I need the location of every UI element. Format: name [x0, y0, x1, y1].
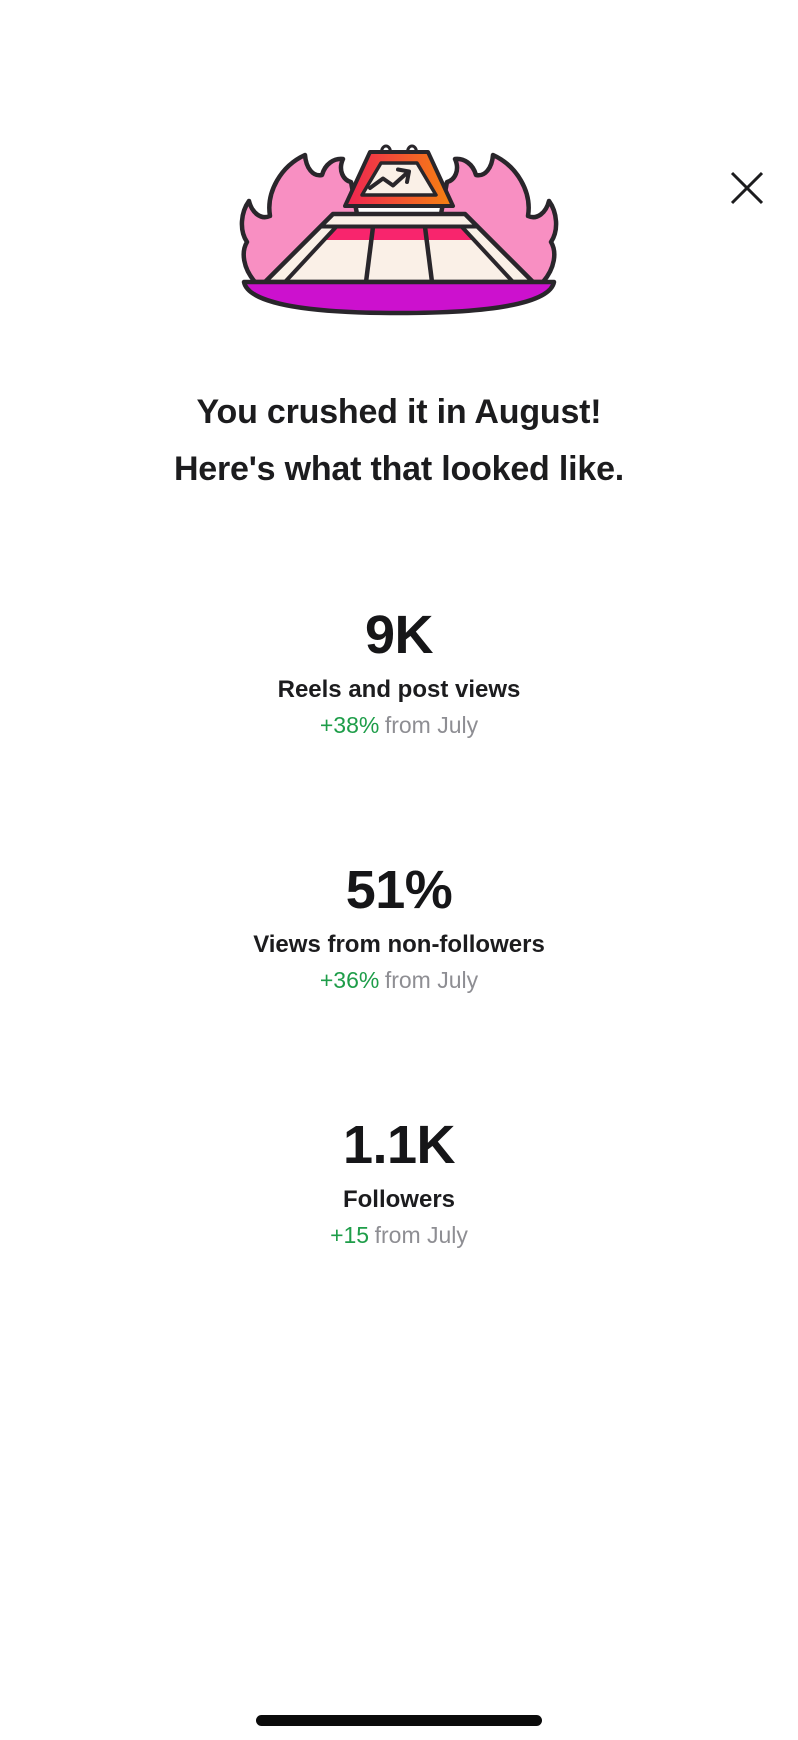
stat-delta: +36% from July: [0, 966, 798, 994]
stat-value: 51%: [345, 860, 453, 920]
stat-delta-suffix: from July: [374, 1222, 468, 1248]
stat-delta: +38% from July: [0, 711, 798, 739]
page-title-line1: You crushed it in August!: [196, 393, 602, 431]
stat-label: Views from non-followers: [253, 931, 545, 958]
stat-delta-value: +38%: [319, 712, 380, 738]
calendar-icon: [343, 144, 455, 208]
stat-delta-value: +15: [330, 1222, 370, 1248]
close-icon: [728, 169, 766, 207]
trend-arrow-icon: [368, 167, 411, 190]
stat-delta-value: +36%: [319, 967, 380, 993]
stat-delta-suffix: from July: [384, 967, 479, 993]
stat-value: 1.1K: [342, 1115, 456, 1175]
stat-group-followers: 1.1K Followers +15 from July: [0, 1115, 798, 1249]
stat-group-views: 9K Reels and post views +38% from July: [0, 605, 798, 739]
flaming-cake-illustration: [239, 140, 559, 316]
page-title-line2: Here's what that looked like.: [173, 450, 625, 488]
page-title: You crushed it in August! Here's what th…: [0, 384, 798, 498]
stats-list: 9K Reels and post views +38% from July 51…: [0, 605, 798, 1249]
stat-value: 9K: [364, 605, 434, 665]
stat-group-nonfollowers: 51% Views from non-followers +36% from Ju…: [0, 860, 798, 994]
cake-body: [262, 211, 536, 285]
stat-delta-suffix: from July: [384, 712, 479, 738]
stat-label: Followers: [342, 1186, 456, 1213]
stat-delta: +15 from July: [0, 1221, 798, 1249]
plate: [241, 279, 557, 316]
close-button[interactable]: [725, 166, 769, 210]
home-indicator[interactable]: [256, 1715, 542, 1726]
stat-label: Reels and post views: [277, 676, 521, 703]
